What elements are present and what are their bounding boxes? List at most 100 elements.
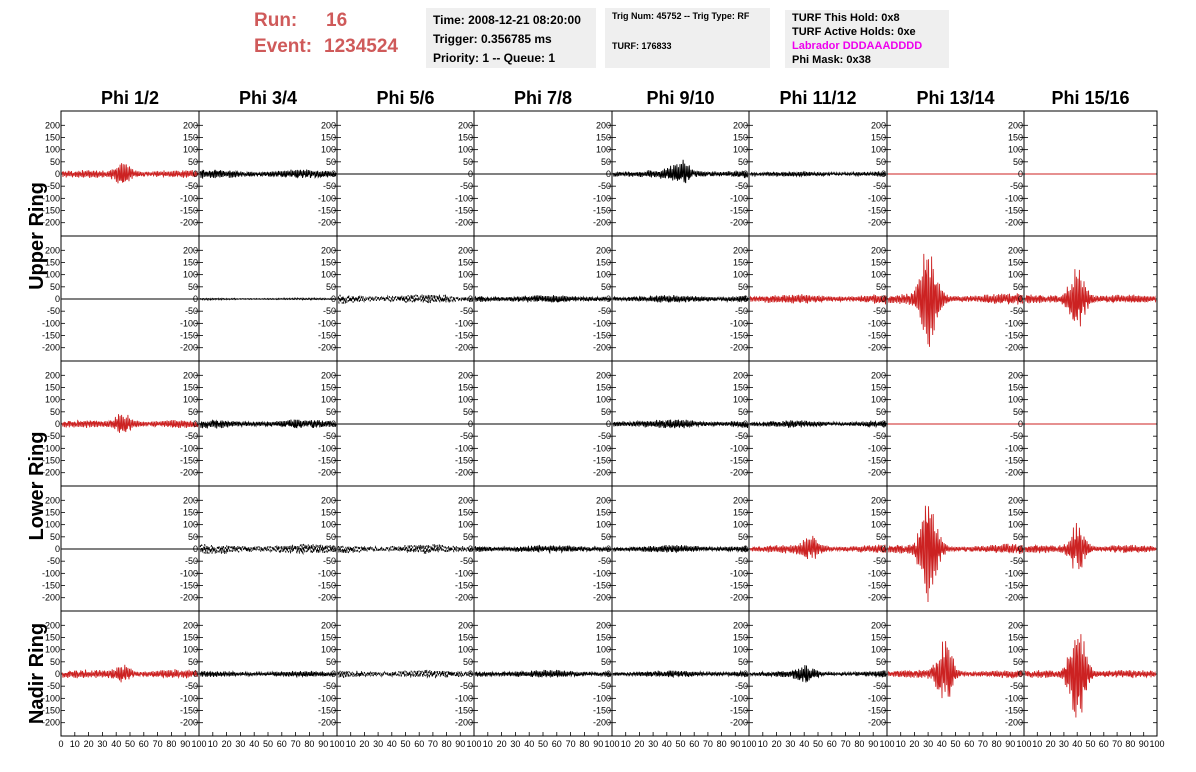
y-tick-label: -200 — [593, 218, 611, 228]
y-tick-label: 150 — [458, 632, 473, 642]
y-tick-label: -150 — [455, 581, 473, 591]
y-tick-label: 100 — [458, 520, 473, 530]
y-tick-label: 0 — [55, 669, 60, 679]
column-title: Phi 3/4 — [239, 88, 297, 108]
y-tick-label: 50 — [876, 282, 886, 292]
x-tick-label: 50 — [675, 739, 685, 749]
y-tick-label: 100 — [596, 645, 611, 655]
y-tick-label: -50 — [735, 431, 748, 441]
y-tick-label: 0 — [331, 419, 336, 429]
waveform-trace — [612, 544, 749, 554]
y-tick-label: -50 — [873, 681, 886, 691]
y-tick-label: 50 — [50, 282, 60, 292]
y-tick-label: -100 — [180, 693, 198, 703]
y-tick-label: -50 — [185, 306, 198, 316]
y-tick-label: 50 — [50, 407, 60, 417]
y-tick-label: -100 — [42, 193, 60, 203]
y-tick-label: -50 — [185, 181, 198, 191]
y-tick-label: 50 — [876, 657, 886, 667]
y-tick-label: -100 — [1005, 693, 1023, 703]
y-tick-label: -150 — [730, 456, 748, 466]
x-tick-label: 100 — [1149, 739, 1164, 749]
y-tick-label: -150 — [868, 456, 886, 466]
y-tick-label: -200 — [455, 593, 473, 603]
x-tick-label: 60 — [414, 739, 424, 749]
y-tick-label: -100 — [868, 693, 886, 703]
y-tick-label: 150 — [45, 132, 60, 142]
y-tick-label: -100 — [730, 193, 748, 203]
y-tick-label: 150 — [733, 132, 748, 142]
y-tick-label: 200 — [45, 495, 60, 505]
y-tick-label: 150 — [183, 132, 198, 142]
waveform-trace — [1024, 269, 1157, 327]
y-tick-label: 50 — [50, 157, 60, 167]
y-tick-label: 0 — [331, 669, 336, 679]
y-tick-label: -150 — [593, 706, 611, 716]
y-tick-label: 150 — [596, 507, 611, 517]
y-tick-label: -50 — [323, 431, 336, 441]
waveform-trace — [337, 669, 474, 680]
y-tick-label: -100 — [593, 568, 611, 578]
y-tick-label: -150 — [730, 331, 748, 341]
y-tick-label: -100 — [1005, 318, 1023, 328]
x-tick-label: 10 — [70, 739, 80, 749]
y-tick-label: 0 — [468, 169, 473, 179]
x-tick-label: 100 — [879, 739, 894, 749]
y-tick-label: -200 — [180, 218, 198, 228]
y-tick-label: 0 — [881, 169, 886, 179]
ring-title: Lower Ring — [26, 432, 48, 541]
y-tick-label: 150 — [871, 257, 886, 267]
waveform-trace — [887, 641, 1024, 699]
y-tick-label: 0 — [1018, 544, 1023, 554]
x-tick-label: 10 — [758, 739, 768, 749]
time-text: Time: 2008-12-21 08:20:00 — [433, 13, 581, 27]
waveform-trace — [474, 295, 612, 303]
y-tick-label: 100 — [45, 520, 60, 530]
y-tick-label: 150 — [733, 382, 748, 392]
y-tick-label: 0 — [743, 669, 748, 679]
y-tick-label: -50 — [1010, 681, 1023, 691]
x-tick-label: 20 — [772, 739, 782, 749]
y-tick-label: -50 — [735, 681, 748, 691]
y-tick-label: 200 — [458, 495, 473, 505]
waveform-trace — [199, 169, 337, 179]
x-tick-label: 80 — [442, 739, 452, 749]
y-tick-label: 50 — [326, 282, 336, 292]
y-tick-label: -150 — [42, 331, 60, 341]
y-tick-label: 0 — [743, 294, 748, 304]
y-tick-label: 100 — [733, 270, 748, 280]
y-tick-label: 200 — [183, 620, 198, 630]
waveform-trace — [612, 159, 749, 184]
x-tick-label: 50 — [950, 739, 960, 749]
y-tick-label: -100 — [593, 443, 611, 453]
y-tick-label: -100 — [455, 693, 473, 703]
y-tick-label: -150 — [730, 706, 748, 716]
x-tick-label: 60 — [1099, 739, 1109, 749]
y-tick-label: 50 — [50, 532, 60, 542]
y-tick-label: -150 — [455, 456, 473, 466]
y-tick-label: 0 — [55, 544, 60, 554]
x-tick-label: 80 — [1125, 739, 1135, 749]
x-tick-label: 70 — [841, 739, 851, 749]
y-tick-label: 150 — [321, 257, 336, 267]
y-tick-label: 200 — [45, 620, 60, 630]
x-tick-label: 50 — [400, 739, 410, 749]
y-tick-label: -100 — [455, 318, 473, 328]
y-tick-label: -200 — [42, 593, 60, 603]
y-tick-label: 150 — [458, 507, 473, 517]
trigger-info-box: Trig Num: 45752 -- Trig Type: RF TURF: 1… — [605, 8, 770, 68]
y-tick-label: 50 — [1013, 532, 1023, 542]
x-tick-label: 50 — [813, 739, 823, 749]
column-title: Phi 13/14 — [916, 88, 994, 108]
waveform-trace — [749, 535, 887, 560]
trig-num-text: Trig Num: 45752 -- Trig Type: RF — [612, 11, 750, 21]
waveform-trace — [474, 669, 612, 679]
y-tick-label: -100 — [318, 193, 336, 203]
y-tick-label: -150 — [868, 331, 886, 341]
y-tick-label: -200 — [318, 218, 336, 228]
x-tick-label: 70 — [1112, 739, 1122, 749]
y-tick-label: -100 — [455, 193, 473, 203]
y-tick-label: -150 — [318, 706, 336, 716]
y-tick-label: 50 — [1013, 157, 1023, 167]
column-title: Phi 11/12 — [779, 88, 856, 108]
